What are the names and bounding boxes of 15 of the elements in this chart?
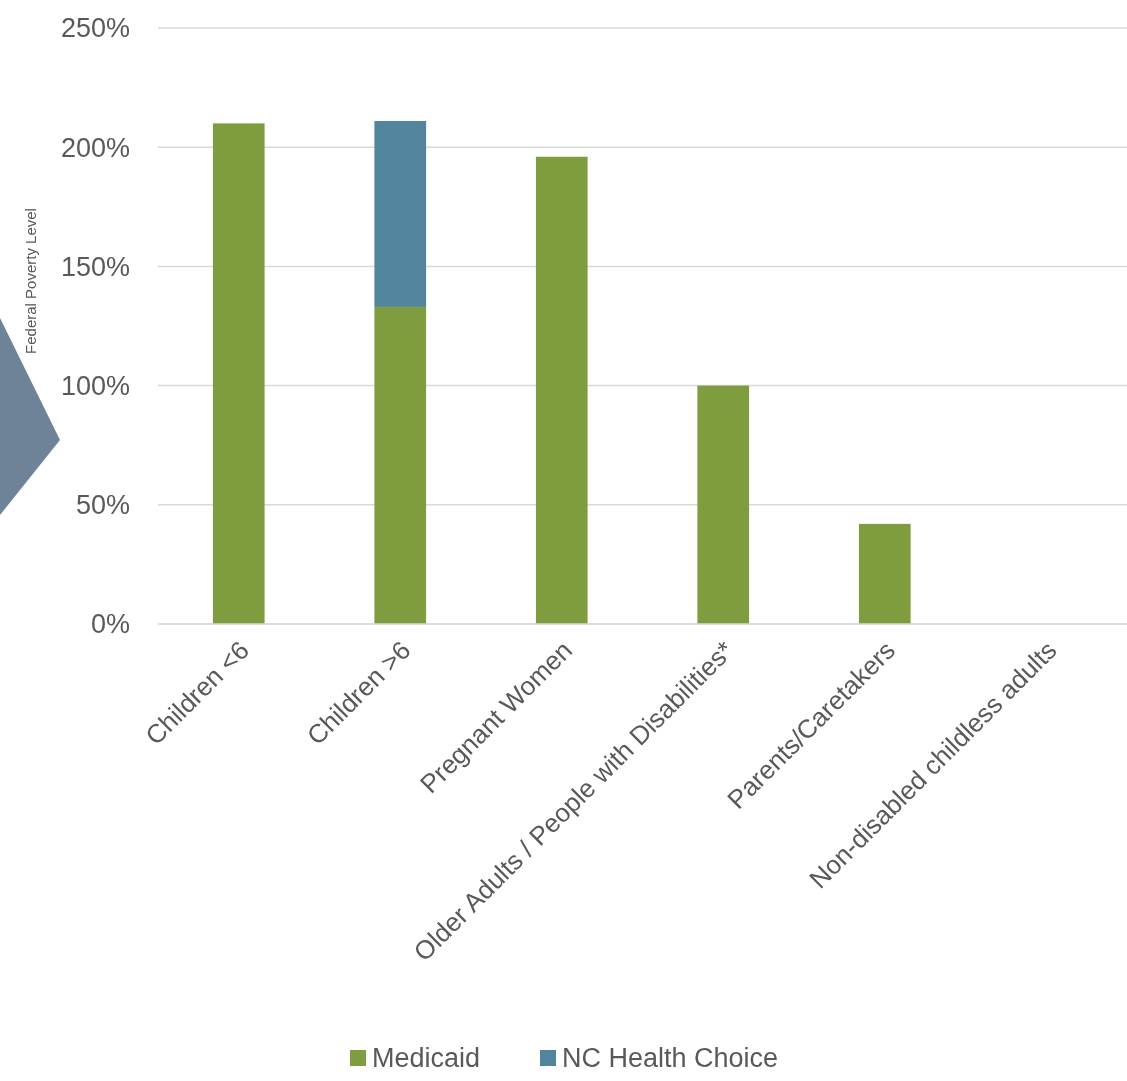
bar [374,120,427,307]
y-tick-label: 0% [90,609,130,640]
bar [697,385,750,624]
bar [374,306,427,624]
legend-label: NC Health Choice [562,1043,779,1074]
y-tick-label: 150% [60,251,130,282]
y-tick-label: 200% [60,132,130,163]
legend-label: Medicaid [372,1043,481,1074]
bar [212,123,265,624]
y-tick-label: 250% [60,13,130,44]
y-tick-label: 100% [60,371,130,402]
y-tick-label: 50% [75,490,130,521]
bar [535,156,588,624]
y-axis-title: Federal Poverty Level [22,208,39,354]
bar [858,523,911,624]
